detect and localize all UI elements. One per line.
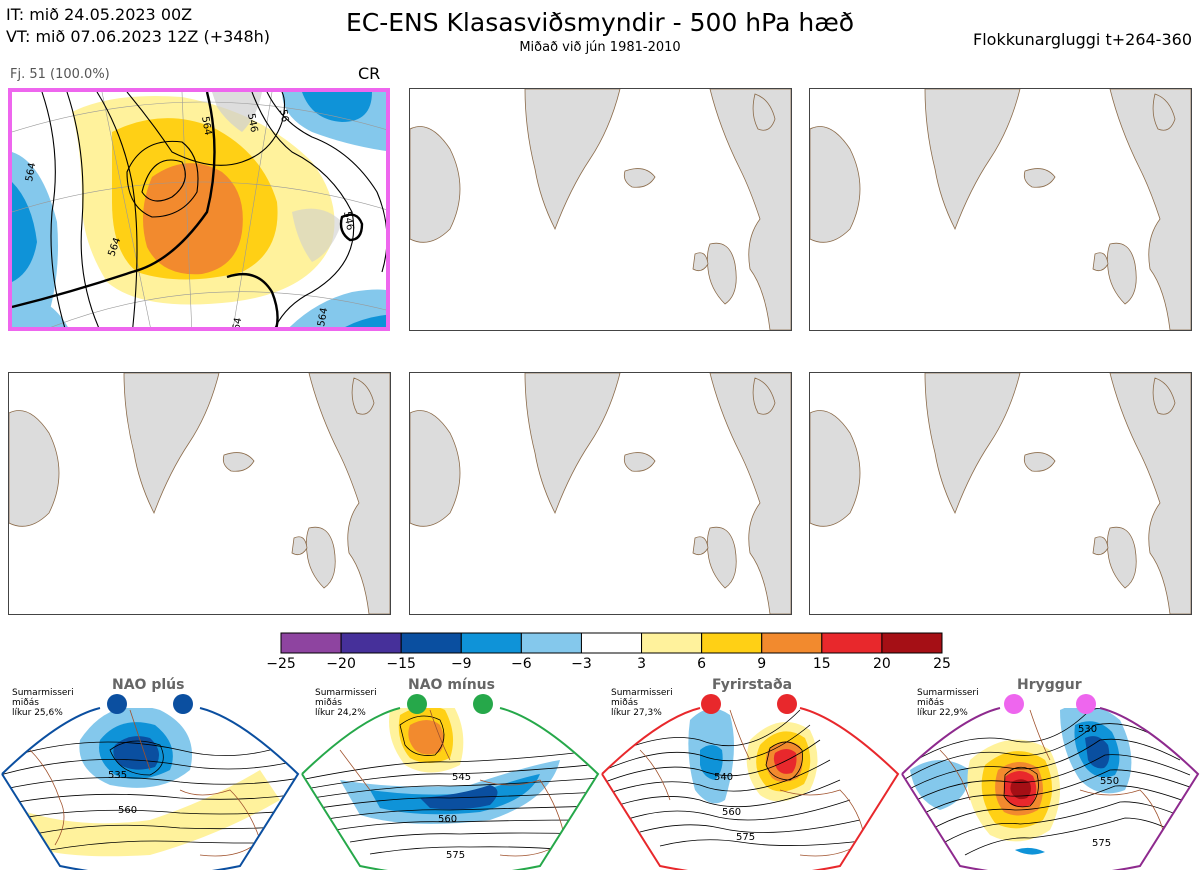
colorbar-swatch [821, 632, 883, 654]
contour-label: 540 [714, 772, 733, 783]
contour-label: 56 [277, 109, 290, 123]
cluster-panel-empty[interactable] [8, 372, 391, 615]
valid-time: VT: mið 07.06.2023 12Z (+348h) [6, 27, 271, 46]
contour-label: 564 [316, 307, 330, 328]
regime-title-blocking: Fyrirstaða [712, 677, 793, 693]
regime-marker [473, 694, 493, 714]
regime-note-blocking: Sumarmisseri miðás líkur 27,3% [611, 688, 673, 718]
cluster-panel-empty[interactable] [809, 372, 1192, 615]
empty-map [9, 373, 390, 614]
regime-marker [107, 694, 127, 714]
cluster-map-main: 564 564 564 564 564 546 546 56 [12, 92, 386, 331]
colorbar-tick-label: 6 [697, 656, 707, 672]
page-title: EC-ENS Klasasviðsmyndir - 500 hPa hæð [345, 8, 855, 37]
colorbar-swatch [400, 632, 462, 654]
colorbar-swatch [701, 632, 763, 654]
regime-title-nao-plus: NAO plús [112, 677, 185, 693]
contour-label: 545 [452, 772, 471, 783]
colorbar-swatch [881, 632, 943, 654]
initial-time: IT: mið 24.05.2023 00Z [6, 5, 193, 24]
contour-label: 564 [24, 162, 38, 183]
colorbar-swatch [280, 632, 342, 654]
empty-map [410, 373, 791, 614]
regime-title-nao-minus: NAO mínus [408, 677, 495, 693]
contour-label: 546 [341, 211, 355, 232]
contour-label: 535 [108, 770, 127, 781]
contour-label: 575 [446, 850, 465, 861]
contour-label: 560 [722, 807, 741, 818]
colorbar-swatch [340, 632, 402, 654]
contour-label: 575 [736, 832, 755, 843]
colorbar-tick-label: −15 [386, 656, 416, 672]
empty-map [410, 89, 791, 330]
regime-note-nao-plus: Sumarmisseri miðás líkur 25,6% [12, 688, 74, 718]
regime-map-blocking[interactable]: 540 560 575 [600, 670, 900, 870]
cluster-panel-empty[interactable] [409, 372, 792, 615]
colorbar-tick-label: 3 [637, 656, 646, 672]
colorbar-tick-label: −3 [571, 656, 592, 672]
colorbar-swatch [761, 632, 823, 654]
regime-tag: CR [358, 64, 381, 83]
regime-note-ridge: Sumarmisseri miðás líkur 22,9% [917, 688, 979, 718]
colorbar [280, 632, 943, 654]
member-count-label: Fj. 51 (100.0%) [10, 67, 110, 82]
colorbar-tick-label: −25 [266, 656, 296, 672]
regime-marker [701, 694, 721, 714]
contour-label: 546 [245, 113, 259, 134]
empty-map [810, 373, 1191, 614]
regime-map-nao-plus[interactable]: 535 560 [0, 670, 300, 870]
regime-note-nao-minus: Sumarmisseri miðás líkur 24,2% [315, 688, 377, 718]
colorbar-tick-label: 25 [933, 656, 951, 672]
empty-map [810, 89, 1191, 330]
colorbar-tick-label: 9 [757, 656, 767, 672]
cluster-panel-empty[interactable] [409, 88, 792, 331]
contour-label: 560 [118, 805, 137, 816]
contour-label: 550 [1100, 776, 1119, 787]
cluster-panel-main[interactable]: 564 564 564 564 564 546 546 56 [8, 88, 390, 331]
page-subtitle: Miðað við jún 1981-2010 [519, 40, 681, 55]
header-info: IT: mið 24.05.2023 00Z VT: mið 07.06.202… [6, 4, 270, 48]
contour-label: 564 [230, 317, 244, 331]
contour-label: 575 [1092, 838, 1111, 849]
regime-map-nao-minus[interactable]: 545 560 575 [300, 670, 600, 870]
contour-label: 560 [438, 814, 457, 825]
colorbar-tick-label: 20 [872, 656, 891, 672]
colorbar-swatch [520, 632, 582, 654]
regime-marker [173, 694, 193, 714]
colorbar-tick-label: 15 [812, 656, 831, 672]
cluster-panel-empty[interactable] [809, 88, 1192, 331]
colorbar-swatch [641, 632, 703, 654]
regime-marker [777, 694, 797, 714]
colorbar-swatch [580, 632, 643, 654]
regime-marker [1004, 694, 1024, 714]
contour-label: 564 [199, 116, 213, 137]
regime-marker [407, 694, 427, 714]
regime-marker [1076, 694, 1096, 714]
colorbar-tick-label: −6 [511, 656, 532, 672]
classification-window: Flokkunargluggi t+264-360 [973, 30, 1192, 49]
regime-map-ridge[interactable]: 530 550 575 [900, 670, 1200, 870]
contour-label: 530 [1078, 724, 1097, 735]
colorbar-swatch [460, 632, 522, 654]
colorbar-tick-label: −20 [326, 656, 356, 672]
colorbar-tick-label: −9 [450, 656, 472, 672]
regime-title-ridge: Hryggur [1017, 677, 1082, 693]
